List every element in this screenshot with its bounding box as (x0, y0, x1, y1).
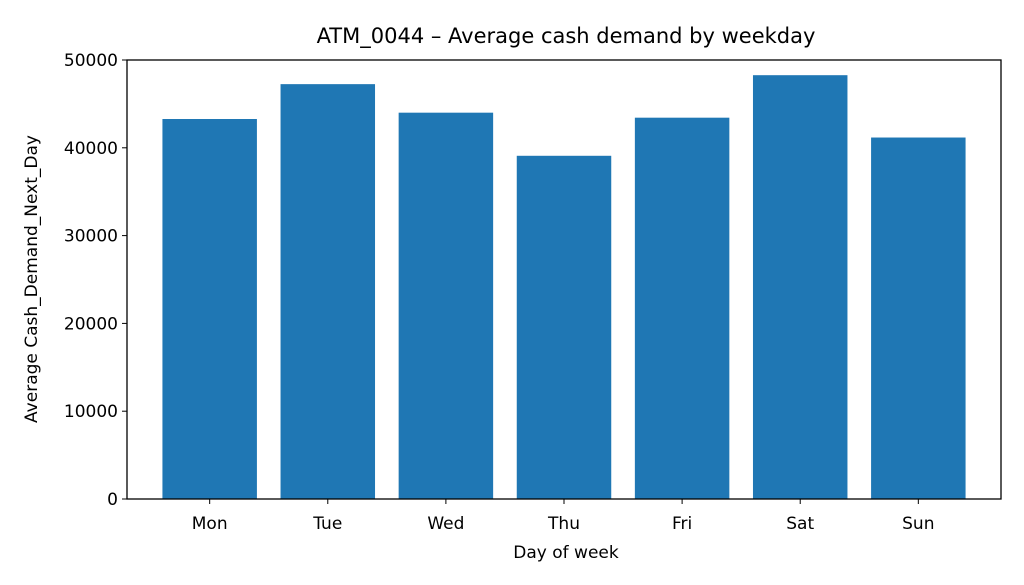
bar-sat (752, 75, 848, 500)
bar-wed (398, 112, 494, 500)
y-axis-label: Average Cash_Demand_Next_Day (22, 135, 42, 423)
bar-sun (871, 137, 966, 499)
y-tick-label: 30000 (64, 227, 118, 247)
bar-thu (516, 155, 612, 499)
y-tick-label: 50000 (64, 51, 118, 71)
x-tick-label: Sun (902, 514, 934, 534)
y-tick-label: 40000 (64, 139, 118, 159)
x-tick-label: Sat (786, 514, 814, 534)
x-tick-label: Wed (427, 514, 464, 534)
bar-mon (162, 119, 257, 500)
x-tick-label: Mon (192, 514, 228, 534)
x-tick-label: Fri (672, 514, 692, 534)
bar-tue (280, 84, 376, 500)
x-axis-label: Day of week (513, 543, 619, 563)
bar-fri (634, 117, 730, 499)
y-tick-label: 0 (107, 490, 118, 510)
y-tick-label: 10000 (64, 402, 118, 422)
x-tick-label: Tue (312, 514, 342, 534)
y-tick-label: 20000 (64, 314, 118, 334)
x-tick-label: Thu (547, 514, 580, 534)
chart-title: ATM_0044 – Average cash demand by weekda… (317, 24, 816, 49)
